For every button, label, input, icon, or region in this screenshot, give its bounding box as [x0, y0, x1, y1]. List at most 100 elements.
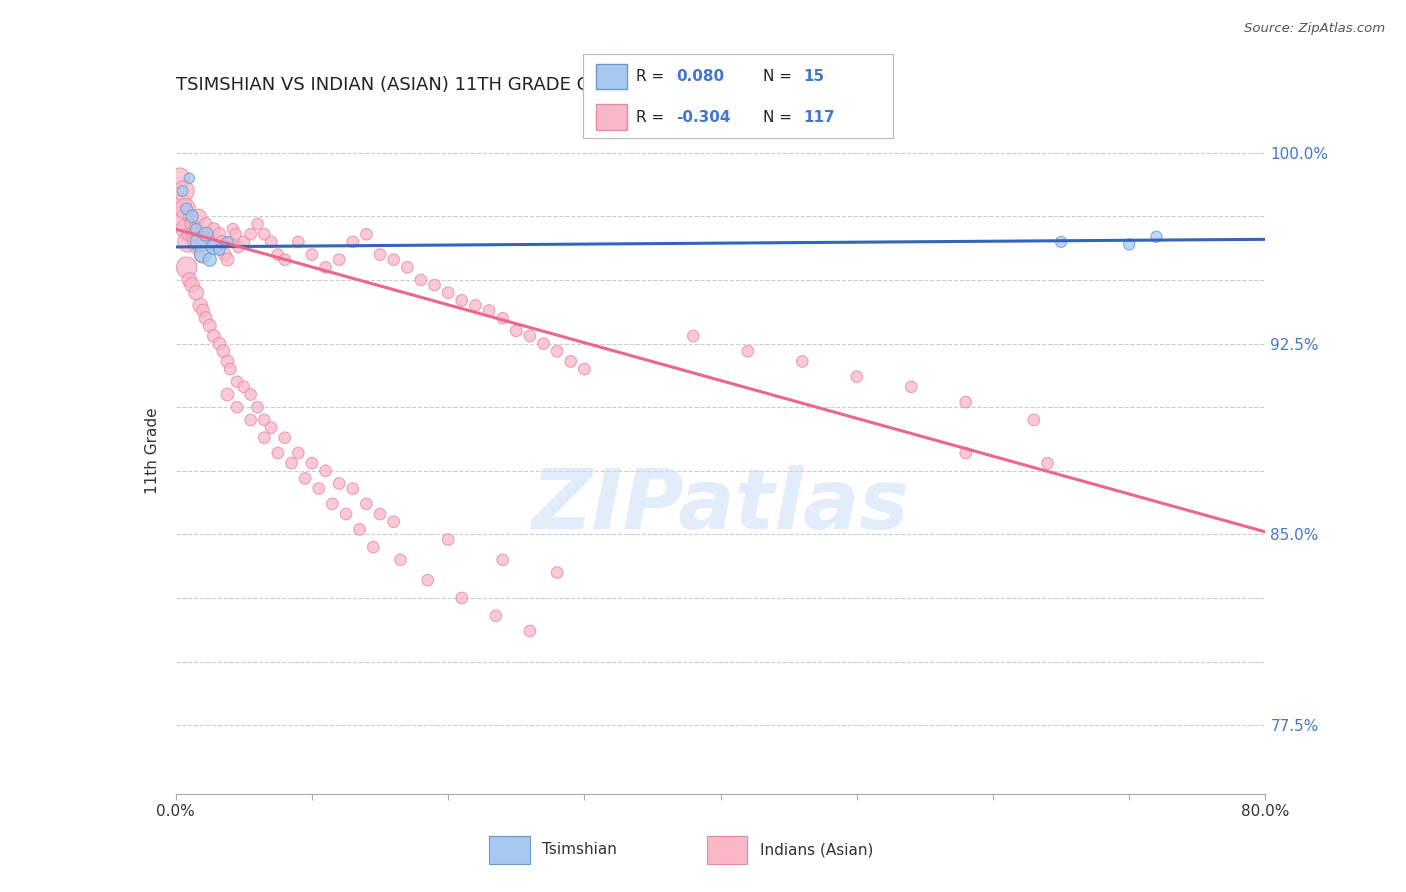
Point — [217, 252, 239, 267]
Point — [194, 217, 217, 231]
Point — [274, 252, 297, 267]
Point — [186, 222, 208, 236]
Text: Tsimshian: Tsimshian — [543, 842, 617, 857]
Point — [194, 311, 217, 326]
Point — [335, 507, 357, 521]
Point — [423, 278, 446, 293]
Point — [382, 252, 405, 267]
Point — [382, 515, 405, 529]
Point — [180, 210, 202, 224]
Point — [173, 184, 195, 198]
Point — [792, 354, 814, 368]
Point — [219, 235, 242, 249]
Point — [179, 171, 201, 186]
Point — [308, 482, 330, 496]
Point — [361, 540, 384, 554]
Point — [226, 375, 249, 389]
Point — [253, 413, 276, 427]
Point — [184, 235, 207, 249]
Point — [208, 336, 231, 351]
Point — [212, 344, 235, 359]
Point — [174, 202, 197, 216]
Point — [246, 217, 269, 231]
Point — [217, 235, 239, 249]
Point — [533, 336, 555, 351]
FancyBboxPatch shape — [707, 836, 748, 863]
Point — [191, 235, 214, 249]
Point — [205, 240, 228, 254]
Point — [177, 235, 200, 249]
Y-axis label: 11th Grade: 11th Grade — [145, 407, 160, 494]
Point — [198, 252, 221, 267]
Point — [170, 196, 193, 211]
Point — [188, 298, 211, 312]
Point — [546, 566, 568, 580]
Text: N =: N = — [763, 69, 797, 84]
Point — [246, 401, 269, 415]
Point — [188, 227, 211, 242]
Point — [280, 456, 302, 470]
Point — [191, 303, 214, 318]
Point — [396, 260, 419, 275]
Text: 15: 15 — [803, 69, 824, 84]
Point — [349, 522, 371, 536]
Point — [217, 354, 239, 368]
Point — [202, 329, 225, 343]
Point — [232, 235, 254, 249]
Point — [1144, 229, 1167, 244]
Point — [274, 431, 297, 445]
Point — [179, 227, 201, 242]
Point — [176, 202, 198, 216]
Point — [505, 324, 527, 338]
Point — [1022, 413, 1045, 427]
Point — [464, 298, 486, 312]
Point — [368, 247, 391, 261]
FancyBboxPatch shape — [596, 63, 627, 89]
Point — [368, 507, 391, 521]
Point — [208, 243, 231, 257]
Point — [253, 431, 276, 445]
Point — [301, 456, 323, 470]
Point — [226, 401, 249, 415]
Point — [737, 344, 759, 359]
Text: ZIPatlas: ZIPatlas — [531, 465, 910, 546]
Point — [342, 482, 364, 496]
Point — [955, 395, 977, 409]
Point — [194, 227, 217, 242]
Point — [176, 222, 198, 236]
Point — [197, 227, 219, 242]
Point — [315, 464, 337, 478]
Point — [519, 624, 541, 638]
Point — [186, 240, 209, 254]
Point — [239, 413, 262, 427]
Point — [239, 227, 262, 242]
Point — [1050, 235, 1073, 249]
Text: TSIMSHIAN VS INDIAN (ASIAN) 11TH GRADE CORRELATION CHART: TSIMSHIAN VS INDIAN (ASIAN) 11TH GRADE C… — [176, 77, 770, 95]
Point — [181, 210, 204, 224]
Point — [179, 273, 201, 287]
Text: 0.080: 0.080 — [676, 69, 724, 84]
Text: R =: R = — [636, 69, 669, 84]
Point — [437, 285, 460, 300]
Point — [267, 446, 290, 460]
Point — [208, 227, 231, 242]
Point — [169, 171, 191, 186]
Point — [409, 273, 432, 287]
Point — [1036, 456, 1059, 470]
Point — [356, 497, 378, 511]
Text: N =: N = — [763, 110, 797, 125]
Text: Source: ZipAtlas.com: Source: ZipAtlas.com — [1244, 22, 1385, 36]
Point — [219, 362, 242, 376]
Text: -0.304: -0.304 — [676, 110, 731, 125]
Text: 117: 117 — [803, 110, 835, 125]
Point — [955, 446, 977, 460]
Point — [260, 420, 283, 434]
Point — [342, 235, 364, 249]
Point — [845, 369, 868, 384]
Point — [416, 573, 439, 587]
Point — [188, 235, 211, 249]
Point — [172, 210, 194, 224]
Point — [682, 329, 704, 343]
Point — [217, 387, 239, 401]
Point — [202, 222, 225, 236]
